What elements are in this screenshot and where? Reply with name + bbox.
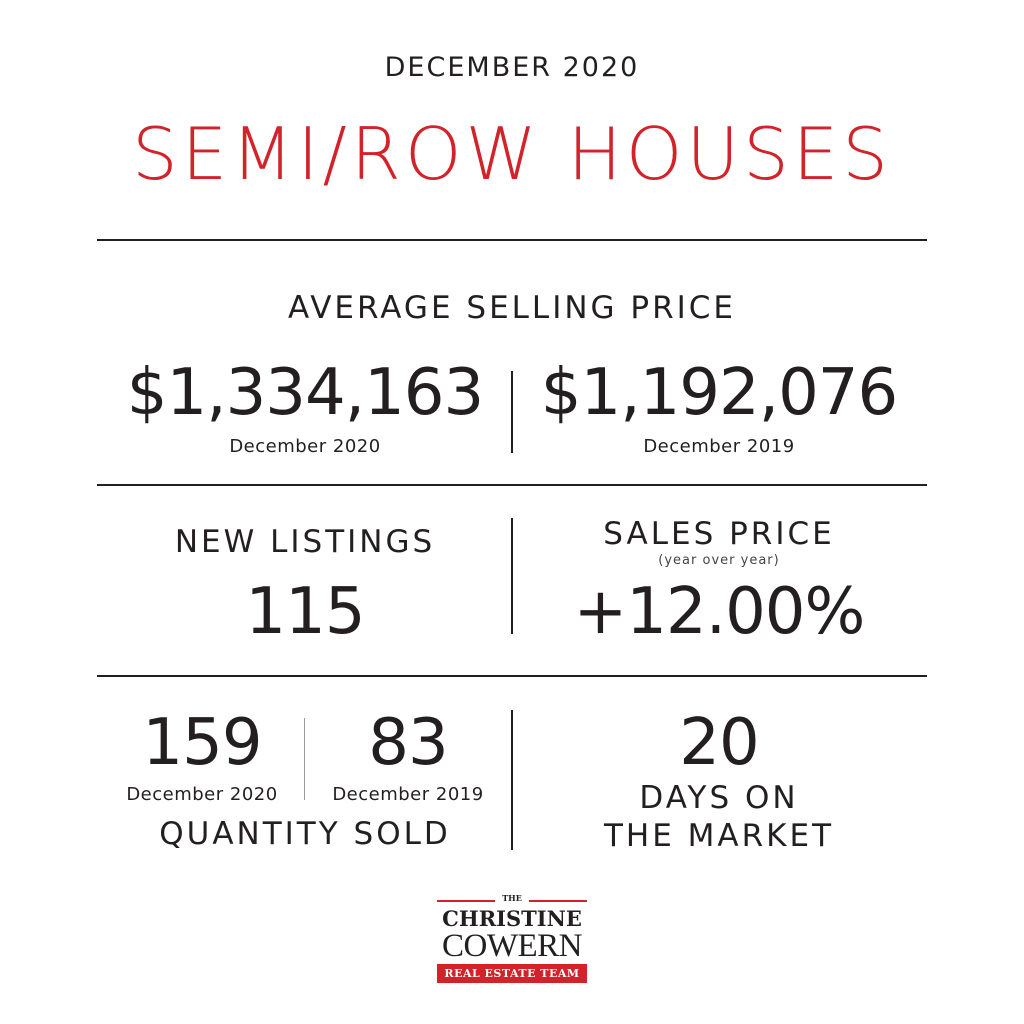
logo-cowern: COWERN xyxy=(442,928,583,964)
logo-rule-right xyxy=(529,900,587,902)
divider-middle xyxy=(97,484,927,486)
report-month: DECEMBER 2020 xyxy=(384,52,640,83)
days-on-market-label-line2: THE MARKET xyxy=(603,818,835,854)
logo-rule-left xyxy=(437,900,495,902)
sales-price-sublabel: (year over year) xyxy=(658,553,780,568)
average-price-previous-period: December 2019 xyxy=(643,436,795,457)
divider-top xyxy=(97,239,927,241)
average-price-label: AVERAGE SELLING PRICE xyxy=(287,290,737,326)
logo-the: THE xyxy=(502,893,522,903)
quantity-divider xyxy=(304,718,305,800)
average-price-current-period: December 2020 xyxy=(229,436,381,457)
average-price-current: $1,334,163 xyxy=(126,356,484,430)
days-on-market-value: 20 xyxy=(679,706,759,780)
sales-price-value: +12.00% xyxy=(573,575,866,649)
brand-logo: THE CHRISTINE COWERN REAL ESTATE TEAM xyxy=(437,893,587,985)
quantity-sold-current: 159 xyxy=(142,706,262,780)
days-on-market-label-line1: DAYS ON xyxy=(639,780,799,816)
average-price-previous: $1,192,076 xyxy=(540,356,898,430)
quantity-days-divider xyxy=(511,710,513,850)
divider-bottom xyxy=(97,675,927,677)
price-divider xyxy=(511,371,513,453)
quantity-sold-previous-period: December 2019 xyxy=(332,784,484,805)
logo-christine: CHRISTINE xyxy=(442,906,582,931)
quantity-sold-current-period: December 2020 xyxy=(126,784,278,805)
quantity-sold-label: QUANTITY SOLD xyxy=(159,816,451,852)
quantity-sold-previous: 83 xyxy=(368,706,448,780)
sales-price-label: SALES PRICE xyxy=(603,516,835,552)
listings-divider xyxy=(511,518,513,634)
new-listings-label: NEW LISTINGS xyxy=(174,524,436,560)
logo-real-estate-team: REAL ESTATE TEAM xyxy=(437,964,587,983)
new-listings-value: 115 xyxy=(245,575,365,649)
page-title: SEMI/ROW HOUSES xyxy=(132,112,892,196)
